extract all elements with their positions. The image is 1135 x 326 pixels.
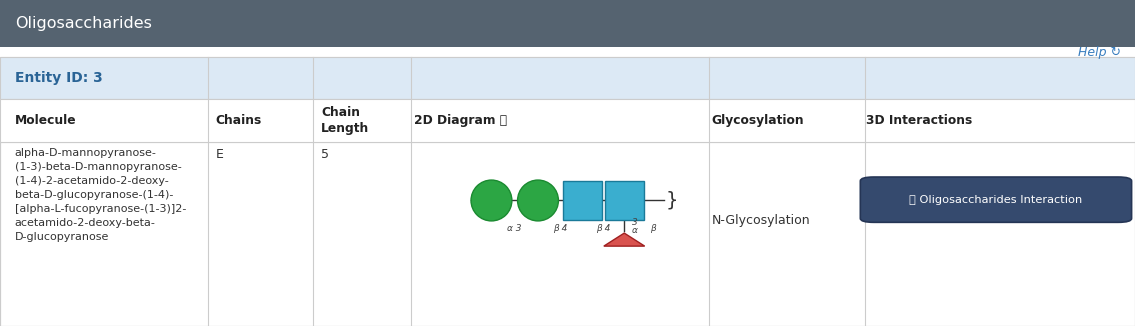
Text: Glycosylation: Glycosylation: [712, 114, 805, 127]
Text: α: α: [632, 226, 638, 235]
FancyBboxPatch shape: [860, 177, 1132, 222]
FancyBboxPatch shape: [0, 57, 1135, 99]
Text: β 4: β 4: [596, 224, 611, 233]
Text: }: }: [665, 191, 678, 210]
Text: Entity ID: 3: Entity ID: 3: [15, 71, 102, 85]
Text: β: β: [650, 224, 656, 233]
Text: Chains: Chains: [216, 114, 262, 127]
Text: Oligosaccharides: Oligosaccharides: [15, 16, 152, 31]
Text: 3D Interactions: 3D Interactions: [866, 114, 973, 127]
Text: N-Glycosylation: N-Glycosylation: [712, 215, 810, 227]
Ellipse shape: [518, 180, 558, 221]
Text: 5: 5: [321, 148, 329, 161]
FancyBboxPatch shape: [0, 0, 1135, 47]
Text: 3: 3: [632, 218, 638, 227]
Text: α 3: α 3: [507, 224, 522, 233]
Text: Chain
Length: Chain Length: [321, 106, 370, 135]
Text: E: E: [216, 148, 224, 161]
Text: 2D Diagram ⓘ: 2D Diagram ⓘ: [414, 114, 507, 127]
Ellipse shape: [471, 180, 512, 221]
Bar: [563, 181, 602, 220]
Text: ⓘ Oligosaccharides Interaction: ⓘ Oligosaccharides Interaction: [909, 195, 1083, 205]
Text: Molecule: Molecule: [15, 114, 76, 127]
Bar: [605, 181, 644, 220]
Text: Help ↻: Help ↻: [1078, 46, 1121, 59]
Polygon shape: [604, 233, 645, 246]
FancyBboxPatch shape: [0, 99, 1135, 142]
Text: β 4: β 4: [554, 224, 568, 233]
FancyBboxPatch shape: [0, 142, 1135, 326]
Text: alpha-D-mannopyranose-
(1-3)-beta-D-mannopyranose-
(1-4)-2-acetamido-2-deoxy-
be: alpha-D-mannopyranose- (1-3)-beta-D-mann…: [15, 148, 186, 242]
